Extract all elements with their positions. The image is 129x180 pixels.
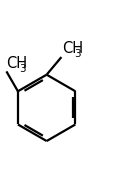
Text: 3: 3 [75, 49, 81, 59]
Text: CH: CH [62, 41, 83, 57]
Text: 3: 3 [19, 64, 26, 74]
Text: CH: CH [6, 56, 27, 71]
